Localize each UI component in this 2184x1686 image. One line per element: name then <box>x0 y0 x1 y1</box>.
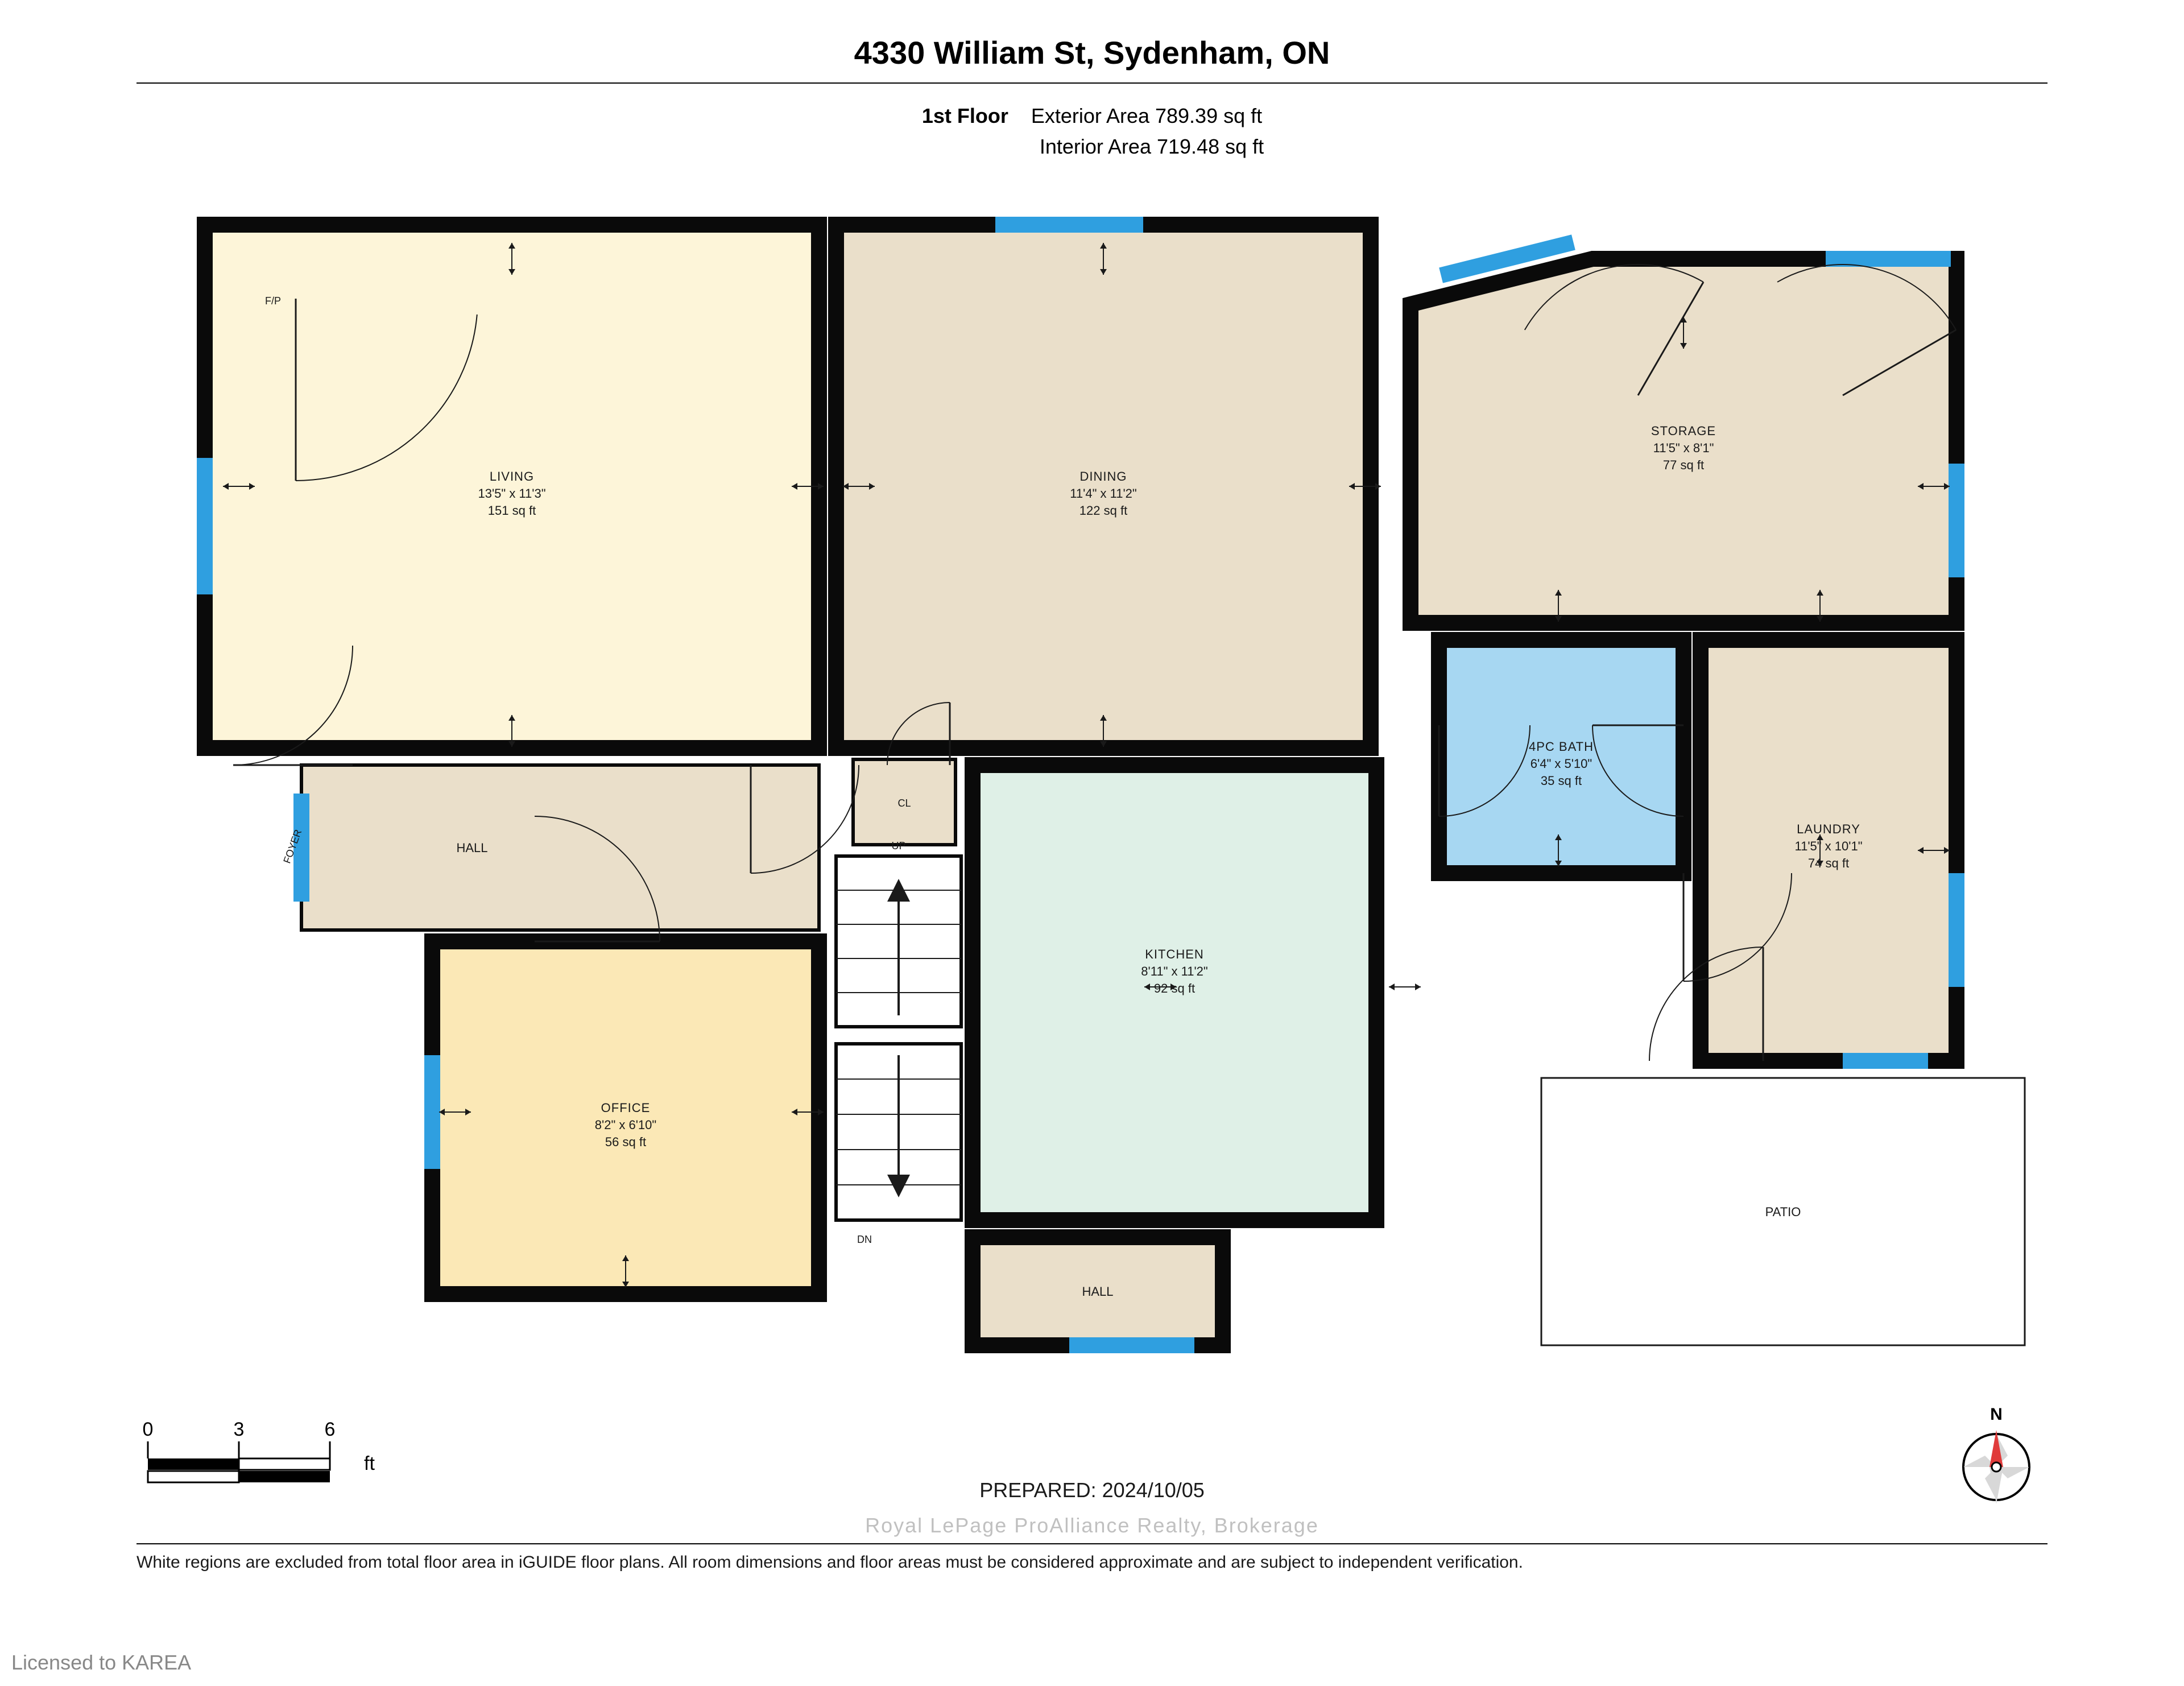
svg-text:ft: ft <box>364 1453 375 1474</box>
floor-label: 1st Floor <box>922 104 1008 127</box>
floor-plan: LIVING13'5" x 11'3"151 sq ftDINING11'4" … <box>136 191 2048 1414</box>
svg-text:HALL: HALL <box>1082 1284 1113 1299</box>
meta-block: 1st Floor Exterior Area 789.39 sq ft Int… <box>136 101 2048 162</box>
svg-text:CL: CL <box>897 797 911 809</box>
interior-area: Interior Area 719.48 sq ft <box>1040 135 1264 158</box>
svg-text:F/P: F/P <box>265 295 281 307</box>
svg-text:PATIO: PATIO <box>1765 1205 1801 1219</box>
svg-text:DINING11'4" x 11'2"122 sq ft: DINING11'4" x 11'2"122 sq ft <box>1070 469 1136 518</box>
svg-text:UP: UP <box>891 840 905 852</box>
floor-plan-svg: LIVING13'5" x 11'3"151 sq ftDINING11'4" … <box>136 191 2048 1414</box>
page-container: 4330 William St, Sydenham, ON 1st Floor … <box>136 34 2048 1414</box>
footer: PREPARED: 2024/10/05 Royal LePage ProAll… <box>136 1478 2048 1572</box>
svg-text:DN: DN <box>857 1234 872 1245</box>
scale-bar: 0 3 6 ft <box>136 1419 421 1487</box>
svg-text:3: 3 <box>234 1419 245 1440</box>
page-title: 4330 William St, Sydenham, ON <box>136 34 2048 71</box>
license-text: Licensed to KAREA <box>11 1651 191 1675</box>
svg-text:0: 0 <box>143 1419 154 1440</box>
svg-text:N: N <box>1990 1407 2003 1424</box>
prepared-date: PREPARED: 2024/10/05 <box>136 1478 2048 1502</box>
svg-text:6: 6 <box>325 1419 336 1440</box>
exterior-area: Exterior Area 789.39 sq ft <box>1031 104 1262 127</box>
svg-text:HALL: HALL <box>456 841 487 855</box>
brokerage-watermark: Royal LePage ProAlliance Realty, Brokera… <box>136 1514 2048 1538</box>
disclaimer-text: White regions are excluded from total fl… <box>136 1543 2048 1572</box>
title-rule <box>136 82 2048 84</box>
